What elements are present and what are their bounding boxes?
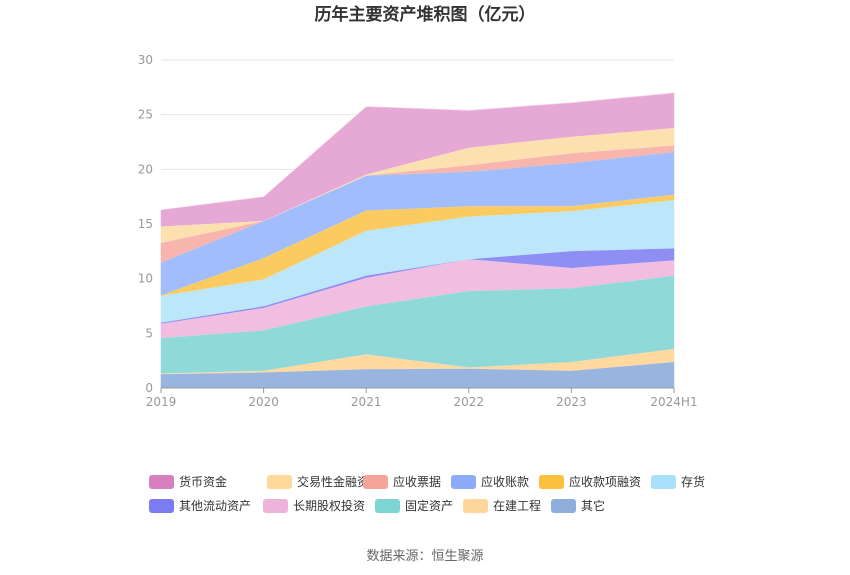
x-tick-label: 2023 <box>556 395 587 409</box>
legend-label: 应收款项融资 <box>569 474 641 489</box>
data-source: 数据来源：恒生聚源 <box>366 549 483 564</box>
chart-title: 历年主要资产堆积图（亿元） <box>315 4 536 25</box>
legend-label: 长期股权投资 <box>293 498 365 513</box>
legend-label: 其他流动资产 <box>179 499 251 513</box>
y-tick-label: 5 <box>145 326 153 340</box>
y-tick-label: 20 <box>138 162 153 176</box>
y-tick-label: 15 <box>138 217 153 231</box>
legend-swatch <box>149 499 174 513</box>
legend-swatch <box>263 499 288 513</box>
legend-swatch <box>539 475 564 489</box>
legend-swatch <box>463 499 488 513</box>
legend-swatch <box>451 475 476 489</box>
x-tick-label: 2024H1 <box>650 395 697 409</box>
area-boundary-10 <box>160 92 675 211</box>
legend-label: 其它 <box>581 498 605 513</box>
y-tick-label: 30 <box>138 53 153 67</box>
x-tick-label: 2019 <box>146 395 177 409</box>
legend-swatch <box>375 499 400 513</box>
y-tick-label: 25 <box>138 108 153 122</box>
legend-label: 应收账款 <box>481 474 529 489</box>
legend-label: 应收票据 <box>393 474 441 489</box>
legend-label: 货币资金 <box>179 474 227 489</box>
legend-swatch <box>149 475 174 489</box>
legend-swatch <box>363 475 388 489</box>
y-tick-label: 10 <box>138 272 153 286</box>
axes: 0 5 10 15 20 25 30 2019 2020 2021 2022 2023 2024H1 <box>138 53 698 409</box>
legend-label: 固定资产 <box>405 498 453 513</box>
x-tick-label: 2021 <box>351 395 382 409</box>
legend-label: 交易性金融资产 <box>297 474 381 489</box>
x-tick-label: 2020 <box>248 395 279 409</box>
legend-swatch <box>267 475 292 489</box>
legend-swatch <box>551 499 576 513</box>
legend-label: 在建工程 <box>493 498 541 513</box>
y-tick-label: 0 <box>145 381 153 395</box>
series-areas <box>160 92 675 389</box>
legend-swatch <box>651 475 676 489</box>
x-tick-label: 2022 <box>454 395 485 409</box>
legend-label: 存货 <box>681 474 705 489</box>
